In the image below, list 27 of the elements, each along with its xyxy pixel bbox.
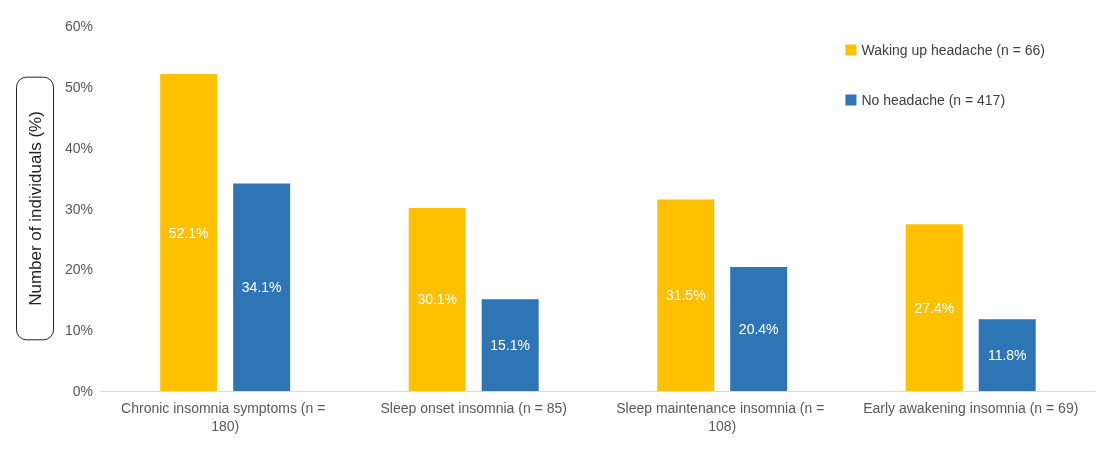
bar (905, 224, 963, 391)
data-label: 20.4% (738, 320, 779, 337)
bar (160, 74, 218, 391)
y-tick-label: 10% (64, 322, 93, 339)
data-label: 27.4% (914, 299, 955, 316)
data-label: 30.1% (417, 291, 458, 308)
y-tick-label: 40% (64, 139, 93, 156)
y-tick-label: 30% (64, 200, 93, 217)
data-label: 31.5% (665, 287, 706, 304)
y-tick-label: 60% (64, 18, 93, 34)
legend-label: Waking up headache (n = 66) (861, 42, 1045, 58)
x-tick-label: Chronic insomnia symptoms (n = 180) (121, 400, 330, 434)
data-label: 52.1% (168, 224, 209, 241)
bar (233, 183, 291, 391)
x-tick-label: Sleep maintenance insomnia (n = 108) (616, 400, 829, 434)
data-label: 11.8% (987, 347, 1027, 364)
y-tick-label: 20% (64, 261, 93, 278)
data-label: 15.1% (490, 337, 531, 354)
data-label: 34.1% (241, 279, 282, 296)
x-tick-label: Sleep onset insomnia (n = 85) (380, 400, 567, 416)
bar (657, 199, 715, 391)
bar (408, 207, 466, 391)
x-tick-label: Early awakening insomnia (n = 69) (863, 400, 1079, 416)
y-tick-label: 0% (72, 383, 93, 399)
legend-label: No headache (n = 417) (861, 92, 1006, 108)
y-tick-label: 50% (64, 78, 93, 95)
y-axis-title: Number of individuals (%) (25, 111, 45, 306)
